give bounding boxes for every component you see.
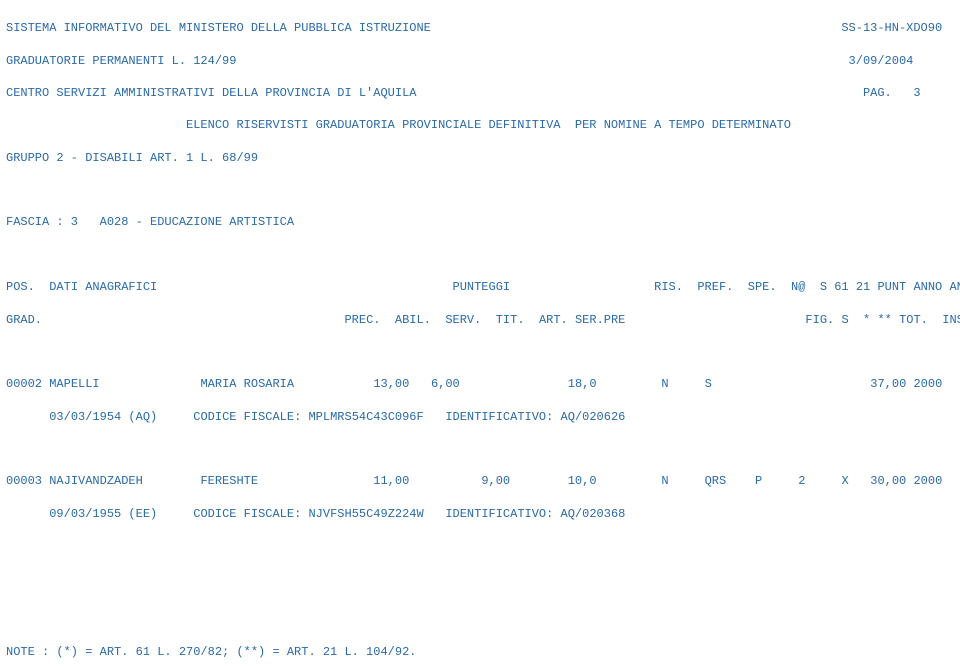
col-s2: S [841,313,848,327]
row-anno: 2000 [913,474,942,488]
table-row-sub: 09/03/1955 (EE) CODICE FISCALE: NJVFSH55… [6,506,954,522]
col-header-1: POS. DATI ANAGRAFICI PUNTEGGI RIS. PREF.… [6,279,954,295]
col-ris: RIS. [654,280,683,294]
col-serpre: SER.PRE [575,313,625,327]
col-nat: N@ [791,280,805,294]
col-star: * [863,313,870,327]
row-ris: N [661,377,668,391]
row-sub-id: IDENTIFICATIVO: AQ/020626 [445,410,625,424]
row-sub-date: 09/03/1955 (EE) [49,507,157,521]
header-l2-right: 3/09/2004 [849,54,914,68]
col-art: ART. [539,313,568,327]
row-spe: S [705,377,712,391]
row-surname: MAPELLI [49,377,99,391]
table-row: 00002 MAPELLI MARIA ROSARIA 13,00 6,00 1… [6,376,954,392]
col-fig: FIG. [805,313,834,327]
header-l3-right: PAG. 3 [863,86,921,100]
header-l1-right: SS-13-HN-XDO90 [841,21,942,35]
col-header-2: GRAD. PREC. ABIL. SERV. TIT. ART. SER.PR… [6,312,954,328]
blank-line-2 [6,247,954,263]
col-punteggi: PUNTEGGI [453,280,511,294]
col-dati: DATI ANAGRAFICI [49,280,157,294]
row-num: 00003 [6,474,42,488]
col-ins: INS [942,313,960,327]
col-anno2: ANNO [949,280,960,294]
col-prec: PREC. [344,313,380,327]
blank-line-4 [6,441,954,457]
row-prec: 11,00 [373,474,409,488]
row-prec: 13,00 [373,377,409,391]
row-sub-id: IDENTIFICATIVO: AQ/020368 [445,507,625,521]
header-l1-left: SISTEMA INFORMATIVO DEL MINISTERO DELLA … [6,21,431,35]
row-sub-date: 03/03/1954 (AQ) [49,410,157,424]
row-21: X [841,474,848,488]
col-pref: PREF. [697,280,733,294]
group: GRUPPO 2 - DISABILI ART. 1 L. 68/99 [6,151,258,165]
subtitle: ELENCO RISERVISTI GRADUATORIA PROVINCIAL… [186,118,791,132]
col-pos: POS. [6,280,35,294]
row-sub-cf: CODICE FISCALE: NJVFSH55C49Z224W [193,507,423,521]
col-abil: ABIL. [395,313,431,327]
row-spe: P [755,474,762,488]
subtitle-line: ELENCO RISERVISTI GRADUATORIA PROVINCIAL… [6,117,954,133]
row-tot: 37,00 [870,377,906,391]
blank-line-1 [6,182,954,198]
fascia: FASCIA : 3 A028 - EDUCAZIONE ARTISTICA [6,215,294,229]
header-line-1: SISTEMA INFORMATIVO DEL MINISTERO DELLA … [6,20,954,36]
table-row-sub: 03/03/1954 (AQ) CODICE FISCALE: MPLMRS54… [6,409,954,425]
header-l3-left: CENTRO SERVIZI AMMINISTRATIVI DELLA PROV… [6,86,416,100]
row-ris: N [661,474,668,488]
row-name: FERESHTE [200,474,258,488]
col-61: 61 [834,280,848,294]
row-serv: 9,00 [481,474,510,488]
row-sub-cf: CODICE FISCALE: MPLMRS54C43C096F [193,410,423,424]
row-art: 10,0 [568,474,597,488]
col-anno1: ANNO [913,280,942,294]
col-grad: GRAD. [6,313,42,327]
row-num: 00002 [6,377,42,391]
col-punt: PUNT [877,280,906,294]
group-line: GRUPPO 2 - DISABILI ART. 1 L. 68/99 [6,150,954,166]
footer-text: NOTE : (*) = ART. 61 L. 270/82; (**) = A… [6,645,416,659]
col-21: 21 [856,280,870,294]
col-tit: TIT. [496,313,525,327]
row-tot: 30,00 [870,474,906,488]
col-stars: ** [877,313,891,327]
row-pref: QRS [705,474,727,488]
col-serv: SERV. [445,313,481,327]
row-anno: 2000 [913,377,942,391]
header-line-3: CENTRO SERVIZI AMMINISTRATIVI DELLA PROV… [6,85,954,101]
row-surname: NAJIVANDZADEH [49,474,143,488]
blank-line-3 [6,344,954,360]
col-tot: TOT. [899,313,928,327]
header-l2-left: GRADUATORIE PERMANENTI L. 124/99 [6,54,236,68]
fascia-line: FASCIA : 3 A028 - EDUCAZIONE ARTISTICA [6,214,954,230]
table-row: 00003 NAJIVANDZADEH FERESHTE 11,00 9,00 … [6,473,954,489]
row-art: 18,0 [568,377,597,391]
footer-note: NOTE : (*) = ART. 61 L. 270/82; (**) = A… [6,644,416,660]
row-abil: 6,00 [431,377,460,391]
report-page: SISTEMA INFORMATIVO DEL MINISTERO DELLA … [0,0,960,666]
col-spe: SPE. [748,280,777,294]
row-s: 2 [798,474,805,488]
row-name: MARIA ROSARIA [200,377,294,391]
col-s1: S [820,280,827,294]
header-line-2: GRADUATORIE PERMANENTI L. 124/99 3/09/20… [6,53,954,69]
